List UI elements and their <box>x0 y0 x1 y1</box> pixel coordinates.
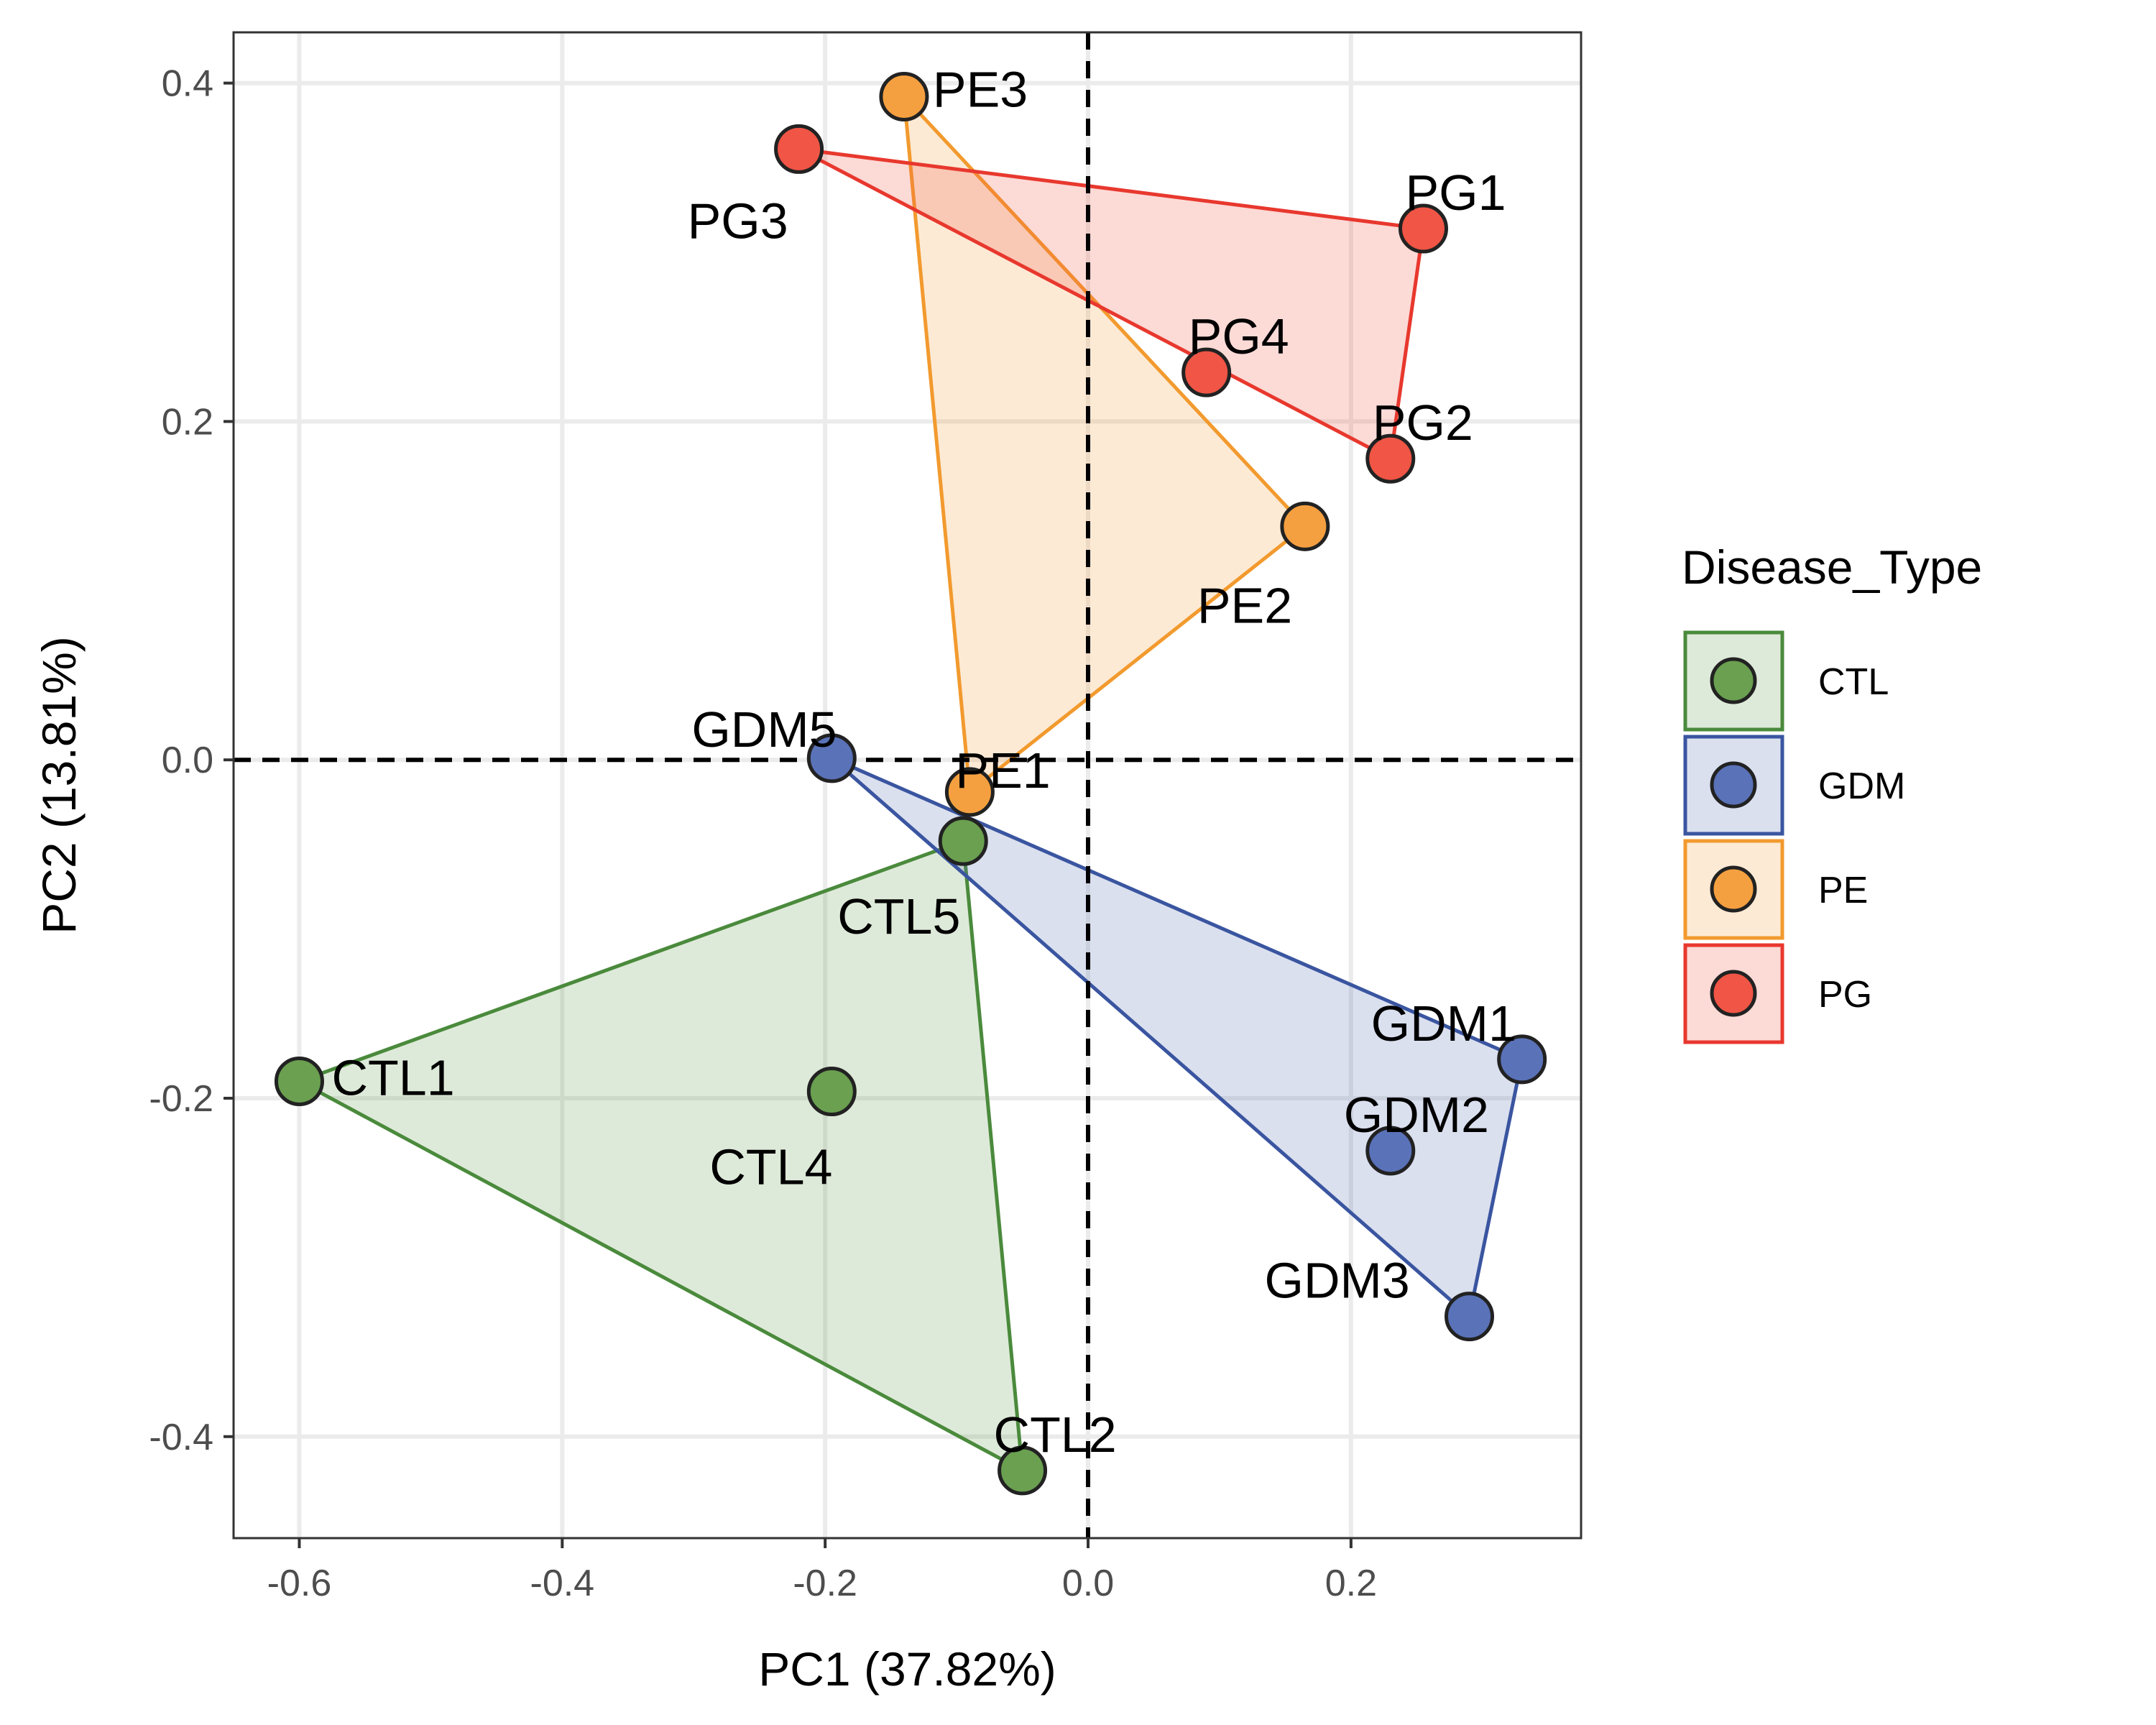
point-label-pg1: PG1 <box>1405 165 1506 221</box>
hull-gdm <box>829 756 1524 1319</box>
x-tick-label: 0.0 <box>1062 1563 1114 1604</box>
x-tick-label: -0.6 <box>267 1563 332 1604</box>
point-pg4 <box>1181 347 1232 397</box>
legend-key-point-gdm <box>1710 761 1757 809</box>
y-tick-label: 0.0 <box>162 740 213 781</box>
legend-label-pe: PE <box>1818 870 1868 911</box>
axes: -0.6 -0.4 -0.2 0.0 0.2 -0.4 -0.2 0.0 0.2 0.4 <box>149 63 1377 1604</box>
point-label-gdm2: GDM2 <box>1344 1087 1489 1143</box>
point-pe2 <box>1280 501 1330 551</box>
y-tick-label: -0.2 <box>149 1078 213 1120</box>
hull-ctl <box>297 839 1025 1473</box>
point-label-gdm3: GDM3 <box>1265 1253 1410 1309</box>
legend-label-gdm: GDM <box>1818 765 1905 807</box>
point-pe1 <box>944 767 995 817</box>
plot-panel-background <box>234 32 1581 1538</box>
point-label-pg4: PG4 <box>1189 308 1289 364</box>
x-tick-label: 0.2 <box>1325 1563 1377 1604</box>
point-gdm2 <box>1365 1126 1416 1176</box>
point-gdm1 <box>1497 1034 1547 1085</box>
legend-key-point-pe <box>1710 865 1757 913</box>
hull-pg <box>797 147 1425 461</box>
legend-key-point-pg <box>1710 970 1757 1017</box>
point-label-pg2: PG2 <box>1373 395 1473 451</box>
point-label-pe1: PE1 <box>955 742 1050 799</box>
point-labels: CTL1 CTL2 CTL4 CTL5 GDM1 GDM2 GDM3 GDM5 PE1 PE2 PE… <box>331 61 1516 1462</box>
point-label-ctl2: CTL2 <box>994 1407 1117 1463</box>
point-ctl4 <box>806 1067 857 1117</box>
x-tick-label: -0.4 <box>530 1563 595 1604</box>
hull-pe <box>902 94 1307 794</box>
point-label-ctl5: CTL5 <box>837 888 960 944</box>
x-tick-label: -0.2 <box>793 1563 857 1604</box>
point-pg2 <box>1365 433 1416 484</box>
point-ctl5 <box>938 816 988 866</box>
y-tick-label: 0.2 <box>162 401 213 443</box>
point-ctl2 <box>998 1445 1048 1496</box>
point-label-ctl4: CTL4 <box>709 1139 832 1195</box>
legend-key-point-ctl <box>1710 657 1757 704</box>
reference-lines <box>234 32 1581 1538</box>
y-tick-label: -0.4 <box>149 1417 213 1458</box>
legend: Disease_Type CTL GDM PE PG <box>1682 540 1982 1044</box>
point-label-gdm5: GDM5 <box>691 702 837 758</box>
y-axis-title: PC2 (13.81%) <box>32 636 86 934</box>
point-pg1 <box>1398 203 1448 254</box>
point-label-pe2: PE2 <box>1197 577 1292 633</box>
point-pg3 <box>774 124 824 174</box>
y-tick-label: 0.4 <box>162 63 213 105</box>
plot-panel-border <box>232 31 1583 1540</box>
point-label-pg3: PG3 <box>688 193 788 249</box>
x-axis-title: PC1 (37.82%) <box>758 1642 1056 1696</box>
group-hulls <box>297 94 1524 1473</box>
legend-label-ctl: CTL <box>1818 661 1889 703</box>
point-label-ctl1: CTL1 <box>331 1049 454 1105</box>
point-ctl1 <box>274 1056 324 1106</box>
point-pe3 <box>879 71 929 121</box>
point-gdm3 <box>1445 1292 1495 1342</box>
point-label-pe3: PE3 <box>933 61 1028 117</box>
legend-label-pg: PG <box>1818 974 1872 1016</box>
legend-title: Disease_Type <box>1682 540 1982 594</box>
data-points <box>274 71 1547 1496</box>
point-label-gdm1: GDM1 <box>1371 995 1516 1052</box>
point-gdm5 <box>806 733 857 783</box>
